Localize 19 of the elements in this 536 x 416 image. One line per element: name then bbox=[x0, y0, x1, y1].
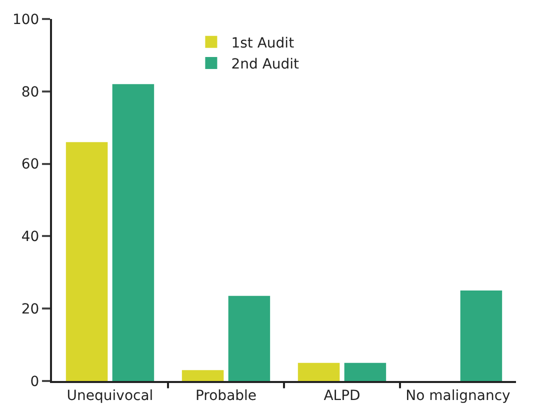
x-tick-label: No malignancy bbox=[406, 388, 510, 404]
bar bbox=[344, 362, 386, 381]
bar bbox=[112, 84, 154, 381]
legend-label: 2nd Audit bbox=[231, 56, 300, 72]
y-tick-label: 100 bbox=[12, 12, 40, 28]
bar bbox=[66, 142, 108, 381]
y-tick-label: 80 bbox=[21, 84, 40, 100]
y-tick-label: 0 bbox=[30, 374, 40, 390]
bar bbox=[460, 290, 502, 381]
x-tick-label: ALPD bbox=[324, 388, 360, 404]
bar bbox=[298, 362, 340, 381]
y-tick-label: 60 bbox=[21, 156, 40, 173]
x-tick-label: Probable bbox=[195, 388, 257, 404]
bar bbox=[182, 370, 224, 381]
y-tick-label: 20 bbox=[21, 302, 40, 318]
x-tick-label: Unequivocal bbox=[66, 388, 154, 404]
bar bbox=[228, 296, 270, 381]
y-tick-label: 40 bbox=[21, 229, 40, 246]
legend-label: 1st Audit bbox=[231, 35, 295, 52]
